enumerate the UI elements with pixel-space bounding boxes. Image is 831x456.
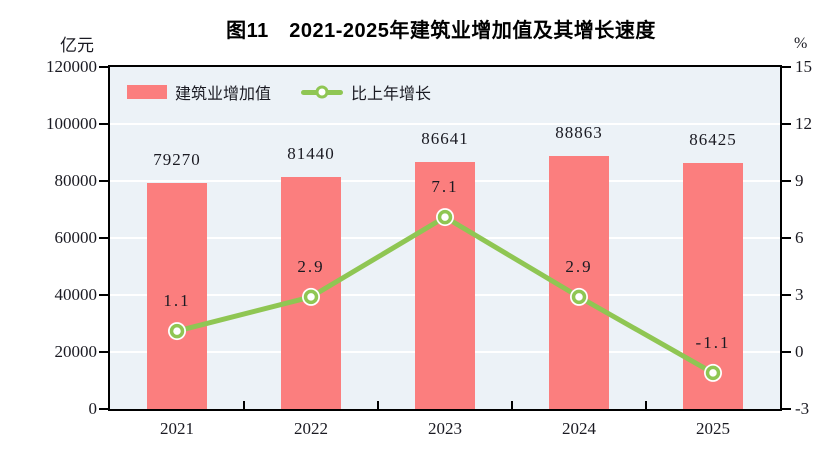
- right-axis-unit-label: %: [794, 35, 808, 52]
- right-axis-tick: [782, 351, 791, 353]
- bar-value-label: 79270: [153, 150, 201, 170]
- x-axis-tick: [511, 401, 513, 409]
- left-axis-tick: [99, 66, 108, 68]
- legend-bar-label: 建筑业增加值: [175, 86, 272, 103]
- left-axis-tick: [99, 294, 108, 296]
- left-axis-tick: [99, 408, 108, 410]
- bar-value-label: 86641: [421, 129, 469, 149]
- right-axis-tick-label: 9: [795, 171, 804, 190]
- left-axis-tick-label: 40000: [54, 285, 98, 304]
- legend-line-swatch: [301, 85, 344, 99]
- right-axis-tick-label: 15: [795, 57, 812, 76]
- x-axis-tick: [243, 401, 245, 409]
- right-axis-tick: [782, 180, 791, 182]
- growth-value-label: 1.1: [163, 291, 191, 311]
- right-axis-tick-label: -3: [795, 399, 810, 418]
- right-axis-tick: [782, 66, 791, 68]
- line-marker: [705, 365, 721, 381]
- growth-line: [174, 214, 716, 376]
- left-axis-tick-label: 100000: [46, 114, 97, 133]
- line-marker: [169, 323, 185, 339]
- bar-2021: [147, 183, 207, 409]
- left-axis-tick-label: 60000: [54, 228, 98, 247]
- right-axis-tick: [782, 123, 791, 125]
- bar-value-label: 88863: [555, 122, 603, 142]
- bar-value-label: 81440: [287, 143, 335, 163]
- bar-value-label: 86425: [689, 129, 737, 149]
- left-axis-tick: [99, 351, 108, 353]
- x-axis-tick: [645, 401, 647, 409]
- line-marker: [303, 289, 319, 305]
- chart-title: 图11 2021-2025年建筑业增加值及其增长速度: [226, 20, 656, 42]
- gridline: [110, 123, 780, 125]
- growth-value-label: 7.1: [431, 177, 459, 197]
- right-axis-tick: [782, 294, 791, 296]
- growth-value-label: 2.9: [297, 256, 325, 276]
- x-axis-category-label: 2024: [562, 419, 596, 438]
- growth-line-chart: [168, 208, 722, 382]
- left-axis-tick: [99, 180, 108, 182]
- right-axis-tick-label: 6: [795, 228, 804, 247]
- line-marker: [571, 289, 587, 305]
- bar-2023: [415, 162, 475, 409]
- x-axis-category-label: 2022: [294, 419, 328, 438]
- x-axis-category-label: 2025: [696, 419, 730, 438]
- x-axis-category-label: 2021: [160, 419, 194, 438]
- legend-bar-swatch: [127, 85, 167, 99]
- right-axis-tick: [782, 408, 791, 410]
- legend: 建筑业增加值 比上年增长: [127, 80, 431, 104]
- left-axis-unit-label: 亿元: [60, 36, 94, 55]
- plot-area: 建筑业增加值 比上年增长 120000 100000 80000 60000 40000…: [46, 57, 812, 438]
- left-axis-tick: [99, 123, 108, 125]
- x-axis-tick: [377, 401, 379, 409]
- line-marker: [437, 209, 453, 225]
- x-axis-category-label: 2023: [428, 419, 462, 438]
- right-axis-tick: [782, 237, 791, 239]
- left-axis-tick: [99, 237, 108, 239]
- left-axis-tick-label: 120000: [46, 57, 97, 76]
- growth-value-label: 2.9: [565, 256, 593, 276]
- left-axis-tick-label: 80000: [54, 171, 98, 190]
- legend-line-label: 比上年增长: [351, 86, 432, 103]
- right-axis-tick-label: 12: [795, 114, 812, 133]
- legend-line-marker-icon: [315, 85, 329, 99]
- left-axis-tick-label: 20000: [54, 342, 98, 361]
- right-axis-tick-label: 3: [795, 285, 804, 304]
- left-axis-tick-label: 0: [88, 399, 98, 418]
- growth-value-label: -1.1: [695, 332, 731, 352]
- right-axis-tick-label: 0: [795, 342, 804, 361]
